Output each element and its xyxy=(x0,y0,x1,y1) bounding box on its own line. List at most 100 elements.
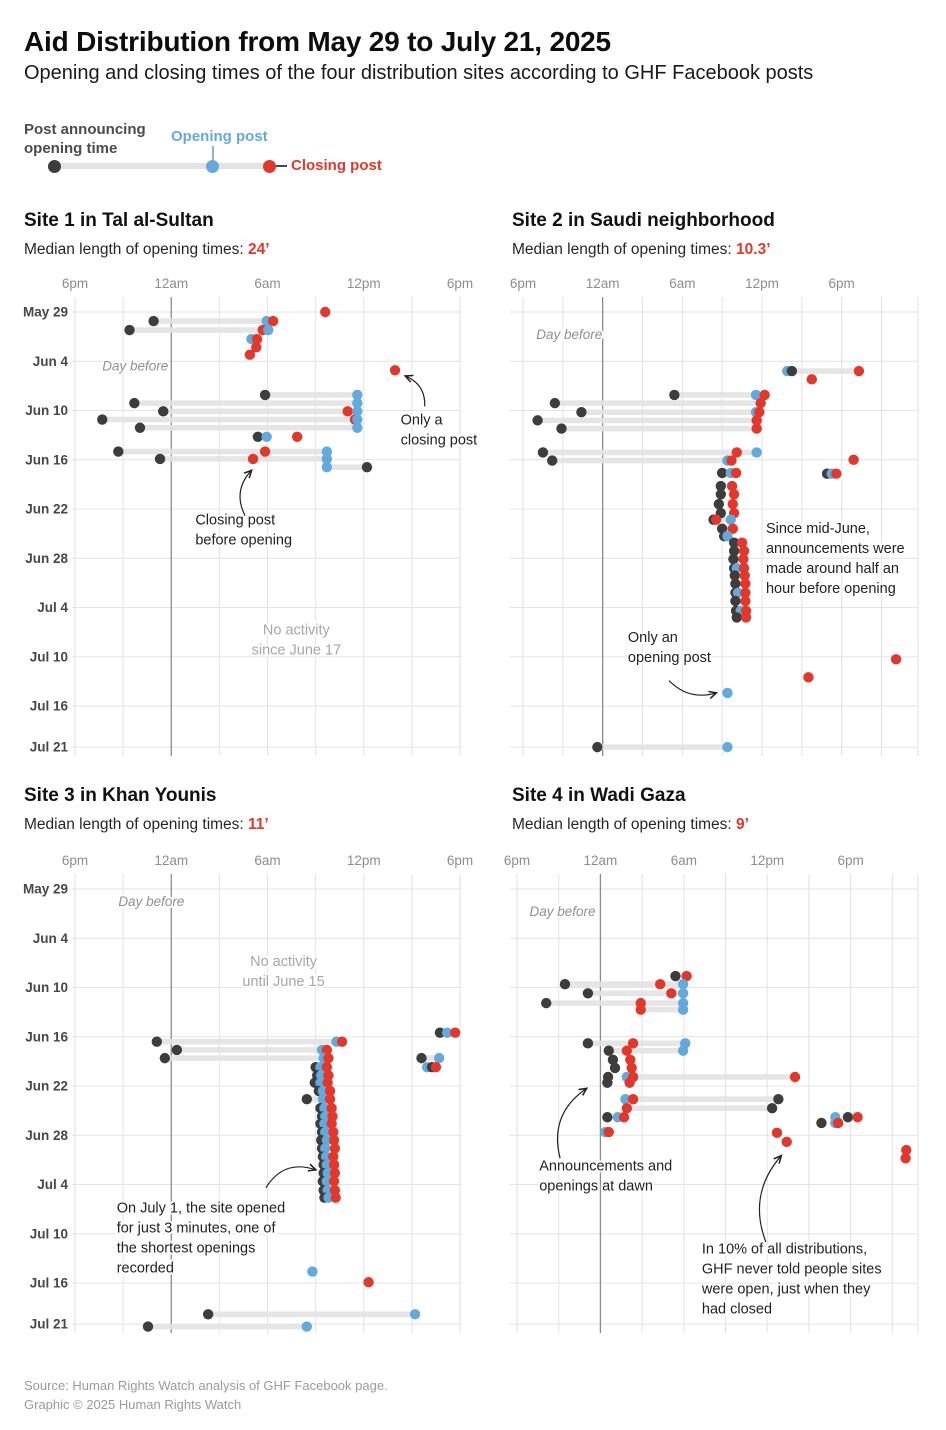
closing-dot xyxy=(852,1112,863,1123)
closing-dot xyxy=(291,431,303,442)
annotation-text: No activity xyxy=(263,623,331,639)
opening-dot xyxy=(317,1085,329,1097)
legend-announce-line1: Post announcing xyxy=(24,121,146,138)
closing-dot xyxy=(449,1027,461,1038)
closing-dot xyxy=(738,553,749,565)
closing-dot xyxy=(328,1126,339,1138)
event-bar xyxy=(157,456,330,462)
y-axis-label: Jun 16 xyxy=(25,1029,68,1044)
announcement-dot xyxy=(576,406,587,418)
annotation-text: were open, just when they xyxy=(701,1282,871,1298)
x-axis-label: 12am xyxy=(586,276,620,291)
announcement-dot xyxy=(259,389,271,401)
closing-dot xyxy=(751,423,762,434)
event-bar xyxy=(559,425,759,432)
y-axis-label: Jun 28 xyxy=(25,551,68,566)
chart-site3: May 29 Jun 4 Jun 10 Jun 16 Jun 22 Jun 28 Jul 4… xyxy=(23,853,473,1333)
announcement-dot xyxy=(129,397,140,409)
y-axis-label: May 29 xyxy=(23,882,68,897)
x-axis-label: 12pm xyxy=(750,853,784,868)
closing-dot xyxy=(728,489,740,500)
announcement-dot xyxy=(582,988,594,999)
event-bar xyxy=(116,448,330,455)
day-before-label: Day before xyxy=(118,894,184,909)
announcement-dot xyxy=(766,1103,778,1114)
closing-dot xyxy=(251,342,262,353)
annotation-text: In 10% of all distributions, xyxy=(702,1242,867,1258)
closing-dot xyxy=(740,595,751,607)
annotation-text: Announcements and xyxy=(539,1159,672,1175)
opening-dot xyxy=(321,461,333,473)
opening-dot xyxy=(677,1004,689,1015)
announcement-dot xyxy=(716,467,728,479)
opening-dot xyxy=(352,422,363,433)
announcement-dot xyxy=(729,570,740,581)
day-before-label: Day before xyxy=(102,358,168,373)
panel-median-site3: Median length of opening times: 11’ xyxy=(24,816,269,834)
closing-dot xyxy=(324,1085,336,1097)
y-axis-label: Jun 28 xyxy=(25,1128,68,1143)
closing-dot xyxy=(342,406,353,417)
opening-dot xyxy=(323,1192,334,1203)
closing-dot xyxy=(751,415,762,426)
closing-dot xyxy=(832,1117,844,1129)
event-bars-group xyxy=(535,368,862,750)
closing-dot xyxy=(320,306,331,318)
announcement-dot xyxy=(416,1052,427,1064)
announcement-dot xyxy=(113,446,124,457)
announcement-dot xyxy=(602,1077,613,1088)
opening-dot xyxy=(677,988,689,999)
annotation-text: opening post xyxy=(628,650,711,666)
opening-dot xyxy=(321,1176,333,1187)
x-axis-label: 6pm xyxy=(62,853,88,868)
y-axis-label: May 29 xyxy=(23,305,68,320)
opening-dot xyxy=(320,1143,331,1154)
event-bar xyxy=(161,408,360,415)
event-bar xyxy=(543,1000,686,1006)
closing-dot xyxy=(626,1062,637,1074)
event-bar xyxy=(151,318,269,324)
closing-dot xyxy=(730,467,742,479)
x-axis-label: 6pm xyxy=(447,276,473,291)
opening-dot xyxy=(301,1321,313,1332)
event-bars-group xyxy=(145,1038,442,1330)
event-bar xyxy=(595,744,730,750)
opening-dot xyxy=(409,1309,421,1320)
closing-dot xyxy=(710,514,722,525)
median-value: 24’ xyxy=(248,241,270,258)
opening-dot xyxy=(263,324,274,336)
closing-dot xyxy=(848,454,859,465)
opening-dot xyxy=(319,1103,330,1114)
announcement-dot xyxy=(728,537,740,548)
closing-dot xyxy=(363,1277,374,1288)
legend-announce-label: Post announcing opening time xyxy=(24,120,146,158)
opening-dot xyxy=(261,431,272,442)
closing-dot xyxy=(621,1045,633,1056)
closing-dot xyxy=(771,1127,783,1139)
announcement-dot xyxy=(556,423,567,434)
closing-dot xyxy=(755,397,766,409)
closing-dot xyxy=(831,468,842,479)
opening-dot xyxy=(352,414,363,425)
panel-median-site4: Median length of opening times: 9’ xyxy=(512,816,749,834)
opening-dot xyxy=(725,514,736,525)
announcement-dot xyxy=(559,979,571,990)
event-bar xyxy=(127,327,271,333)
closing-dot xyxy=(740,578,751,589)
annotation-text: before opening xyxy=(195,533,292,549)
announcement-dot xyxy=(773,1093,784,1105)
opening-dot xyxy=(722,741,733,753)
legend-bar xyxy=(52,163,274,169)
closing-dot xyxy=(627,1093,639,1105)
event-bar xyxy=(606,1047,686,1054)
median-value: 10.3’ xyxy=(736,241,771,258)
event-bar xyxy=(624,1105,775,1112)
x-axis-label: 12pm xyxy=(745,276,779,291)
announcement-dot xyxy=(134,422,146,433)
opening-dot xyxy=(307,1266,318,1277)
chart-site4: 6pm 12am 6am 12pm 6pm Day before Announcements… xyxy=(504,853,919,1333)
closing-dot xyxy=(336,1036,348,1047)
closing-dot xyxy=(654,979,666,990)
event-bar xyxy=(100,416,360,423)
legend: Post announcing opening time Opening pos… xyxy=(24,118,444,180)
